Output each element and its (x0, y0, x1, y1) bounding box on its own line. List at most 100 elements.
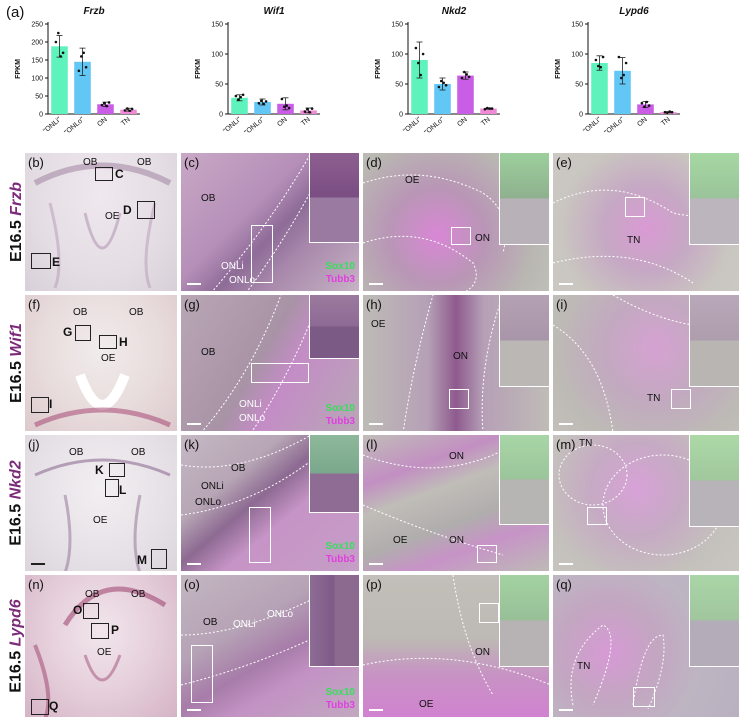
tag-ob: OB (203, 617, 218, 628)
y-tick-label: 150 (211, 22, 223, 29)
marker-sox10: Sox10 (325, 687, 355, 698)
data-point (643, 105, 646, 109)
data-point (84, 65, 88, 69)
y-axis-label: FPKM (195, 59, 202, 79)
panel-label: (f) (28, 297, 41, 312)
roi-box (251, 363, 309, 383)
x-tick-label: TN (660, 116, 672, 127)
bar (120, 109, 137, 114)
y-tick-label: 150 (31, 58, 43, 65)
panel-p: (p) ON OE (362, 574, 550, 718)
data-point (82, 51, 85, 55)
data-point (61, 51, 65, 55)
roi-box (449, 389, 469, 409)
marker-tubb3: Tubb3 (325, 700, 355, 711)
y-tick-label: 0 (579, 112, 583, 119)
x-tick-label: "ONLo" (63, 116, 86, 137)
data-point (666, 111, 669, 115)
data-point (444, 83, 448, 87)
inset-box-o (83, 603, 99, 619)
marker-tubb3: Tubb3 (325, 554, 355, 565)
bar (480, 108, 497, 114)
row-gene: Lypd6 (8, 599, 26, 647)
tag-on: ON (475, 647, 490, 658)
marker-sox10: Sox10 (325, 403, 355, 414)
y-axis-label: FPKM (15, 59, 22, 79)
bar (51, 46, 68, 114)
scale-bar (559, 283, 573, 285)
y-tick-label: 50 (575, 82, 583, 89)
x-tick-label: "ONLi" (582, 116, 603, 135)
panel-o: (o) OB ONLi ONLo Sox10 Tubb3 (180, 574, 360, 718)
x-tick-label: "ONLo" (423, 116, 446, 137)
x-tick-label: ON (636, 116, 649, 128)
y-tick-label: 150 (391, 22, 403, 29)
x-tick-label: "ONLi" (402, 116, 423, 135)
tag-q: Q (49, 699, 59, 713)
panel-g: (g) OB ONLi ONLo Sox10 Tubb3 (180, 294, 360, 432)
tag-i: I (49, 397, 53, 411)
bar (231, 97, 248, 114)
inset-box-q (31, 699, 49, 715)
zoom-inset (499, 435, 549, 525)
panel-label: (c) (184, 155, 200, 170)
panel-k: (k) OB ONLi ONLo Sox10 Tubb3 (180, 434, 360, 572)
tag-ob-left: OB (83, 157, 98, 168)
data-point (668, 110, 671, 113)
panel-e: (e) TN (552, 152, 740, 292)
data-point (622, 73, 625, 77)
data-point (103, 101, 106, 105)
tag-o: O (73, 603, 83, 617)
marker-tubb3: Tubb3 (325, 416, 355, 427)
tag-on: ON (475, 233, 490, 244)
tag-ob: OB (201, 347, 216, 358)
data-point (77, 69, 81, 73)
data-point (670, 110, 674, 114)
roi-box (625, 197, 645, 217)
y-axis-label: FPKM (375, 59, 382, 79)
roi-box (587, 507, 607, 525)
panel-c: (c) OB ONLi ONLo Sox10 Tubb3 (180, 152, 360, 292)
panel-m: (m) TN (552, 434, 740, 572)
chart-title: Lypd6 (619, 6, 649, 17)
tag-oe: OE (405, 175, 420, 186)
chart-title: Nkd2 (442, 6, 467, 17)
tag-on: ON (453, 351, 468, 362)
data-point (237, 98, 240, 101)
zoom-inset (309, 295, 359, 359)
data-point (442, 81, 445, 85)
tag-h: H (119, 335, 128, 349)
marker-sox10: Sox10 (325, 541, 355, 552)
scale-bar (187, 563, 201, 565)
data-point (239, 95, 242, 99)
roi-box (479, 603, 499, 623)
data-point (486, 106, 489, 110)
scale-bar (559, 709, 573, 711)
x-tick-label: "ONLo" (243, 116, 266, 137)
panel-l: (l) ON OE ON (362, 434, 550, 572)
panel-label: (j) (28, 437, 40, 452)
panel-label: (g) (184, 297, 200, 312)
panel-h: (h) OE ON (362, 294, 550, 432)
data-point (465, 73, 468, 76)
row-stage: E16.5 (8, 361, 25, 403)
tag-onlo: ONLo (267, 609, 294, 620)
bar (457, 75, 474, 114)
bar (254, 102, 271, 114)
roi-box (451, 227, 471, 245)
x-tick-label: "ONLi" (222, 116, 243, 135)
inset-box-m (151, 549, 167, 569)
data-point (594, 58, 598, 62)
scale-bar (369, 423, 383, 425)
tag-oe: OE (371, 319, 386, 330)
data-point (280, 97, 284, 101)
y-tick-label: 50 (35, 94, 43, 101)
data-point (419, 73, 422, 77)
data-point (57, 31, 60, 35)
panel-label: (e) (556, 155, 572, 170)
row-gene: Wif1 (8, 323, 25, 357)
scale-bar (369, 563, 383, 565)
bar-chart-wif1: Wif1 FPKM 0 50 100 150 "ONLi" "ONLo" ON TN (195, 6, 320, 137)
bar (614, 70, 631, 114)
data-point (123, 109, 127, 112)
